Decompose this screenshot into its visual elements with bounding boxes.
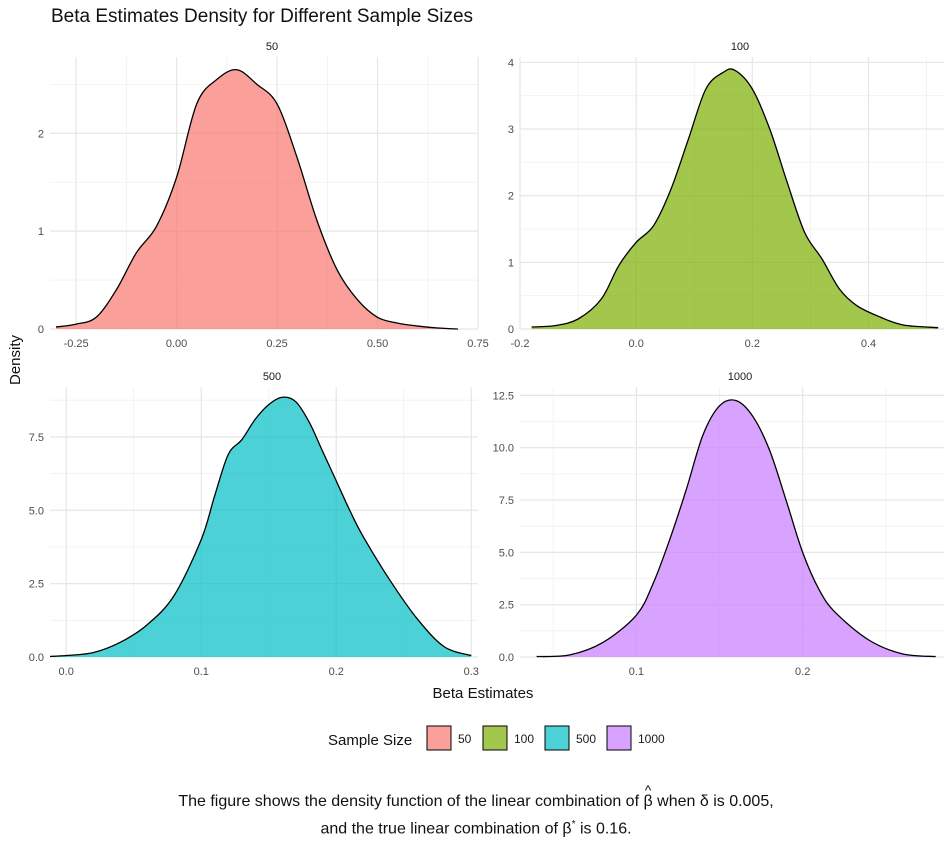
legend-label-100: 100: [514, 732, 534, 746]
y-tick-label: 0: [38, 324, 44, 336]
x-tick-label: 0.1: [629, 666, 644, 678]
faceted-density-chart: Beta Estimates Density for Different Sam…: [7, 6, 944, 751]
facet-panel-100: 100 -0.2 0.0 0.2 0.4 0 1 2 3 4: [508, 41, 944, 350]
y-tick-label: 3: [508, 124, 514, 136]
y-tick-label: 2.5: [29, 579, 44, 591]
caption-line1-text: The figure shows the density function of…: [178, 793, 640, 810]
x-tick-label: 0.3: [464, 666, 479, 678]
density-area-100: [531, 68, 939, 330]
facet-strip-label: 1000: [728, 371, 752, 383]
y-tick-label: 2: [508, 191, 514, 203]
y-tick-label: 1: [508, 257, 514, 269]
y-tick-label: 0: [508, 324, 514, 336]
density-line-50: [55, 69, 458, 330]
x-tick-label: 0.50: [367, 338, 388, 350]
legend-key-1000: [606, 725, 632, 751]
y-tick-label: 10.0: [493, 443, 514, 455]
facet-strip-label: 100: [731, 41, 749, 53]
caption-line1-end: when δ is 0.005,: [657, 793, 774, 810]
y-tick-label: 5.0: [29, 505, 44, 517]
facet-strip-label: 500: [263, 371, 281, 383]
y-tick-label: 7.5: [29, 432, 44, 444]
figure-caption-line-2: and the true linear combination of β* is…: [0, 819, 952, 838]
legend-key-500: [544, 725, 570, 751]
density-area-1000: [536, 399, 936, 657]
caption-line2-text: and the true linear combination of β: [320, 820, 572, 838]
y-tick-label: 12.5: [493, 390, 514, 402]
chart-title: Beta Estimates Density for Different Sam…: [51, 6, 473, 27]
y-tick-label: 2.5: [499, 600, 514, 612]
y-axis-label: Density: [7, 334, 24, 385]
x-tick-label: 0.2: [329, 666, 344, 678]
caption-line2-end: is 0.16.: [579, 820, 632, 838]
x-tick-label: 0.00: [166, 338, 187, 350]
figure-caption-line-1: The figure shows the density function of…: [0, 782, 952, 811]
y-tick-label: 0.0: [499, 652, 514, 664]
x-tick-label: 0.0: [629, 338, 644, 350]
x-tick-label: -0.25: [64, 338, 89, 350]
y-tick-label: 1: [38, 226, 44, 238]
x-axis-label: Beta Estimates: [433, 685, 534, 702]
beta-star-superscript: *: [571, 819, 576, 830]
beta-hat-letter: β: [643, 793, 653, 810]
facet-strip-label: 50: [266, 41, 278, 53]
legend-label-1000: 1000: [638, 732, 665, 746]
density-line-500: [49, 396, 472, 658]
legend-label-50: 50: [458, 732, 472, 746]
legend: Sample Size 50 100 500 1000: [328, 725, 665, 751]
hat-mark: ^: [644, 782, 652, 798]
legend-key-50: [426, 725, 452, 751]
density-line-1000: [536, 399, 936, 658]
y-tick-label: 5.0: [499, 547, 514, 559]
density-area-50: [56, 69, 458, 330]
facet-panel-1000: 1000 0.1 0.2 0.0 2.5 5.0 7.5 10.0 12.5: [493, 371, 944, 678]
legend-title: Sample Size: [328, 732, 412, 749]
x-tick-label: 0.4: [861, 338, 876, 350]
legend-key-100: [482, 725, 508, 751]
x-tick-label: 0.25: [266, 338, 287, 350]
x-tick-label: 0.2: [745, 338, 760, 350]
x-tick-label: 0.2: [795, 666, 810, 678]
facet-panel-50: 50 -0.25 0.00 0.25 0.50 0.75 0 1 2: [38, 41, 489, 350]
facet-panel-500: 500 0.0 0.1 0.2 0.3 0.0 2.5 5.0 7.5: [29, 371, 479, 678]
x-tick-label: -0.2: [511, 338, 530, 350]
x-tick-label: 0.75: [467, 338, 488, 350]
y-tick-label: 2: [38, 128, 44, 140]
legend-label-500: 500: [576, 732, 596, 746]
density-area-500: [50, 397, 472, 657]
y-tick-label: 4: [508, 57, 514, 69]
x-tick-label: 0.0: [59, 666, 74, 678]
y-tick-label: 0.0: [29, 652, 44, 664]
density-line-100: [531, 68, 939, 329]
y-tick-label: 7.5: [499, 495, 514, 507]
x-tick-label: 0.1: [194, 666, 209, 678]
beta-hat-symbol: ^ β: [643, 782, 653, 811]
